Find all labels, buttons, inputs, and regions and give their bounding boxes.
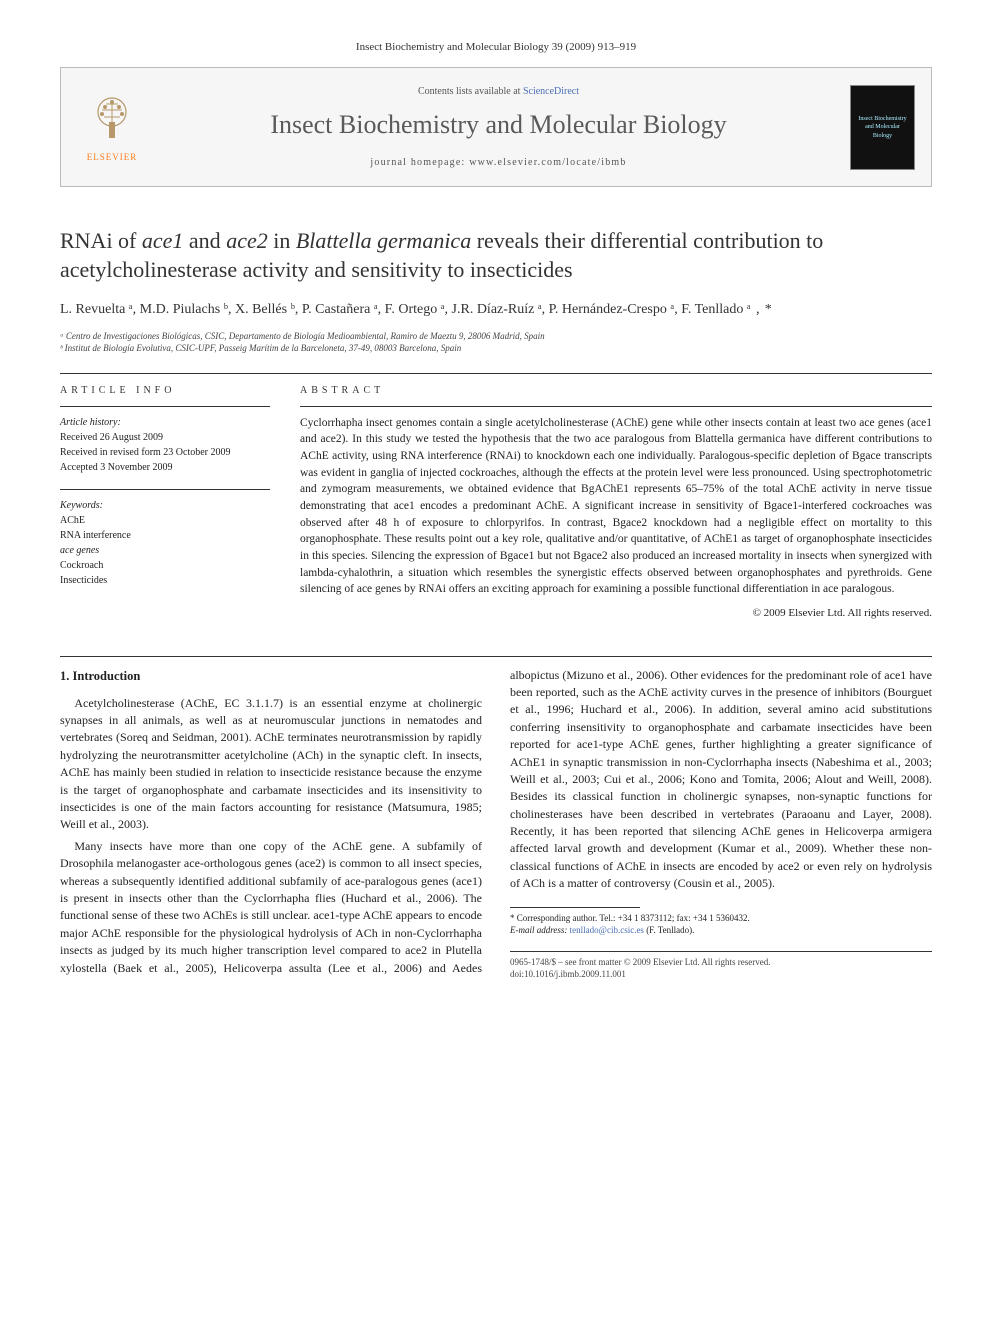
corresponding-author: * Corresponding author. Tel.: +34 1 8373… bbox=[510, 912, 932, 925]
keyword: Insecticides bbox=[60, 573, 270, 588]
email-label: E-mail address: bbox=[510, 925, 570, 935]
article-info-heading: ARTICLE INFO bbox=[60, 384, 270, 398]
header-center: Contents lists available at ScienceDirec… bbox=[147, 85, 850, 169]
affiliation-b: ᵇ Institut de Biología Evolutiva, CSIC-U… bbox=[60, 342, 932, 355]
copyright-line: © 2009 Elsevier Ltd. All rights reserved… bbox=[300, 606, 932, 621]
article-history: Article history: Received 26 August 2009… bbox=[60, 406, 270, 475]
accepted-date: Accepted 3 November 2009 bbox=[60, 460, 270, 475]
copyright-front: 0965-1748/$ – see front matter © 2009 El… bbox=[510, 956, 932, 969]
keywords-label: Keywords: bbox=[60, 498, 270, 513]
title-italic: ace2 bbox=[226, 228, 268, 253]
section-heading-intro: 1. Introduction bbox=[60, 667, 482, 685]
info-abstract-row: ARTICLE INFO Article history: Received 2… bbox=[60, 384, 932, 622]
publisher-logo: ELSEVIER bbox=[77, 92, 147, 164]
body-text: 1. Introduction Acetylcholinesterase (AC… bbox=[60, 667, 932, 981]
email-suffix: (F. Tenllado). bbox=[644, 925, 694, 935]
journal-header: ELSEVIER Contents lists available at Sci… bbox=[60, 67, 932, 187]
title-text: and bbox=[183, 228, 226, 253]
journal-homepage: journal homepage: www.elsevier.com/locat… bbox=[147, 156, 850, 170]
keyword: RNA interference bbox=[60, 528, 270, 543]
title-italic: Blattella germanica bbox=[296, 228, 471, 253]
elsevier-tree-icon bbox=[87, 92, 137, 142]
article-info-column: ARTICLE INFO Article history: Received 2… bbox=[60, 384, 270, 622]
doi: doi:10.1016/j.ibmb.2009.11.001 bbox=[510, 968, 932, 981]
abstract-text: Cyclorrhapha insect genomes contain a si… bbox=[300, 406, 932, 598]
keyword: AChE bbox=[60, 513, 270, 528]
publisher-name: ELSEVIER bbox=[77, 151, 147, 164]
keyword: Cockroach bbox=[60, 558, 270, 573]
affiliations: ᵃ Centro de Investigaciones Biológicas, … bbox=[60, 330, 932, 355]
homepage-url[interactable]: www.elsevier.com/locate/ibmb bbox=[469, 157, 626, 168]
title-text: in bbox=[268, 228, 296, 253]
keyword: ace genes bbox=[60, 543, 270, 558]
history-label: Article history: bbox=[60, 415, 270, 430]
divider bbox=[60, 373, 932, 374]
received-date: Received 26 August 2009 bbox=[60, 430, 270, 445]
authors-list: L. Revuelta ᵃ, M.D. Piulachs ᵇ, X. Bellé… bbox=[60, 299, 932, 320]
journal-name: Insect Biochemistry and Molecular Biolog… bbox=[147, 107, 850, 143]
homepage-label: journal homepage: bbox=[370, 157, 469, 168]
keywords-block: Keywords: AChE RNA interference ace gene… bbox=[60, 489, 270, 588]
journal-citation: Insect Biochemistry and Molecular Biolog… bbox=[60, 40, 932, 55]
email-footnote: E-mail address: tenllado@cib.csic.es (F.… bbox=[510, 924, 932, 937]
title-italic: ace1 bbox=[142, 228, 184, 253]
divider bbox=[60, 656, 932, 657]
abstract-column: ABSTRACT Cyclorrhapha insect genomes con… bbox=[300, 384, 932, 622]
affiliation-a: ᵃ Centro de Investigaciones Biológicas, … bbox=[60, 330, 932, 343]
article-title: RNAi of ace1 and ace2 in Blattella germa… bbox=[60, 227, 932, 284]
journal-cover-thumbnail: Insect Biochemistry and Molecular Biolog… bbox=[850, 85, 915, 170]
front-matter: 0965-1748/$ – see front matter © 2009 El… bbox=[510, 951, 932, 981]
intro-para-1: Acetylcholinesterase (AChE, EC 3.1.1.7) … bbox=[60, 695, 482, 834]
sciencedirect-link[interactable]: ScienceDirect bbox=[523, 86, 579, 97]
email-link[interactable]: tenllado@cib.csic.es bbox=[570, 925, 644, 935]
cover-caption: Insect Biochemistry and Molecular Biolog… bbox=[855, 115, 910, 140]
contents-available: Contents lists available at ScienceDirec… bbox=[147, 85, 850, 99]
contents-prefix: Contents lists available at bbox=[418, 86, 523, 97]
abstract-heading: ABSTRACT bbox=[300, 384, 932, 398]
title-text: RNAi of bbox=[60, 228, 142, 253]
revised-date: Received in revised form 23 October 2009 bbox=[60, 445, 270, 460]
